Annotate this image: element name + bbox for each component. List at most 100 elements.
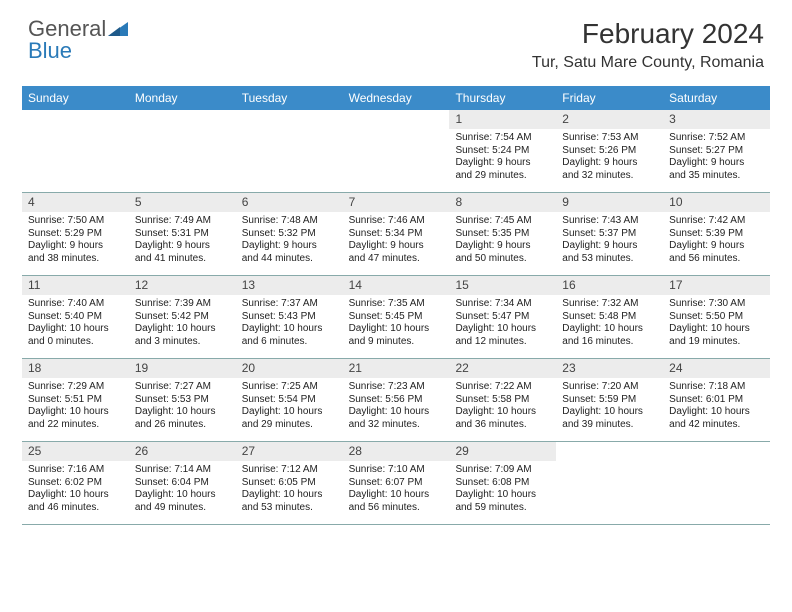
day-line: Daylight: 10 hours bbox=[669, 406, 764, 419]
day-cell bbox=[129, 110, 236, 192]
day-line: Sunset: 6:02 PM bbox=[28, 477, 123, 490]
day-number: 17 bbox=[663, 276, 770, 295]
day-line: Sunset: 5:42 PM bbox=[135, 311, 230, 324]
day-line: Sunset: 6:07 PM bbox=[349, 477, 444, 490]
day-line: Sunrise: 7:45 AM bbox=[455, 215, 550, 228]
day-header: Friday bbox=[556, 86, 663, 110]
day-line: Daylight: 9 hours bbox=[242, 240, 337, 253]
day-number: 1 bbox=[449, 110, 556, 129]
day-cell: 27Sunrise: 7:12 AMSunset: 6:05 PMDayligh… bbox=[236, 442, 343, 524]
day-line: Sunrise: 7:42 AM bbox=[669, 215, 764, 228]
day-line: Sunset: 5:35 PM bbox=[455, 228, 550, 241]
day-line: Daylight: 10 hours bbox=[455, 323, 550, 336]
day-number: 5 bbox=[129, 193, 236, 212]
day-number bbox=[129, 110, 236, 129]
day-body: Sunrise: 7:53 AMSunset: 5:26 PMDaylight:… bbox=[556, 129, 663, 186]
day-line: Daylight: 9 hours bbox=[349, 240, 444, 253]
day-line: Sunset: 6:01 PM bbox=[669, 394, 764, 407]
day-body: Sunrise: 7:25 AMSunset: 5:54 PMDaylight:… bbox=[236, 378, 343, 435]
day-line: Sunset: 5:24 PM bbox=[455, 145, 550, 158]
day-body: Sunrise: 7:46 AMSunset: 5:34 PMDaylight:… bbox=[343, 212, 450, 269]
day-line: Sunrise: 7:30 AM bbox=[669, 298, 764, 311]
day-body: Sunrise: 7:16 AMSunset: 6:02 PMDaylight:… bbox=[22, 461, 129, 518]
day-line: Sunset: 5:50 PM bbox=[669, 311, 764, 324]
day-body: Sunrise: 7:49 AMSunset: 5:31 PMDaylight:… bbox=[129, 212, 236, 269]
day-body: Sunrise: 7:40 AMSunset: 5:40 PMDaylight:… bbox=[22, 295, 129, 352]
day-number: 29 bbox=[449, 442, 556, 461]
day-body: Sunrise: 7:30 AMSunset: 5:50 PMDaylight:… bbox=[663, 295, 770, 352]
day-line: Sunset: 5:58 PM bbox=[455, 394, 550, 407]
day-cell: 6Sunrise: 7:48 AMSunset: 5:32 PMDaylight… bbox=[236, 193, 343, 275]
day-cell: 8 Sunrise: 7:45 AMSunset: 5:35 PMDaylight… bbox=[449, 193, 556, 275]
day-line: and 0 minutes. bbox=[28, 336, 123, 349]
day-line: and 12 minutes. bbox=[455, 336, 550, 349]
day-line: Daylight: 10 hours bbox=[349, 489, 444, 502]
day-line: Daylight: 9 hours bbox=[455, 240, 550, 253]
day-line: Daylight: 9 hours bbox=[28, 240, 123, 253]
day-number: 11 bbox=[22, 276, 129, 295]
day-line: and 46 minutes. bbox=[28, 502, 123, 515]
day-number: 26 bbox=[129, 442, 236, 461]
day-line: and 56 minutes. bbox=[669, 253, 764, 266]
day-line: Sunset: 5:27 PM bbox=[669, 145, 764, 158]
day-line: Sunrise: 7:37 AM bbox=[242, 298, 337, 311]
day-line: and 50 minutes. bbox=[455, 253, 550, 266]
day-cell: 23Sunrise: 7:20 AMSunset: 5:59 PMDayligh… bbox=[556, 359, 663, 441]
day-cell bbox=[22, 110, 129, 192]
day-line: and 22 minutes. bbox=[28, 419, 123, 432]
day-number: 9 bbox=[556, 193, 663, 212]
day-line: Daylight: 10 hours bbox=[242, 489, 337, 502]
day-line: Sunset: 5:53 PM bbox=[135, 394, 230, 407]
day-number bbox=[663, 442, 770, 461]
day-body: Sunrise: 7:27 AMSunset: 5:53 PMDaylight:… bbox=[129, 378, 236, 435]
day-cell: 10Sunrise: 7:42 AMSunset: 5:39 PMDayligh… bbox=[663, 193, 770, 275]
day-cell bbox=[556, 442, 663, 524]
day-line: Daylight: 10 hours bbox=[349, 406, 444, 419]
day-body: Sunrise: 7:37 AMSunset: 5:43 PMDaylight:… bbox=[236, 295, 343, 352]
day-cell: 29Sunrise: 7:09 AMSunset: 6:08 PMDayligh… bbox=[449, 442, 556, 524]
day-number: 8 bbox=[449, 193, 556, 212]
day-line: Sunset: 5:43 PM bbox=[242, 311, 337, 324]
day-line: and 16 minutes. bbox=[562, 336, 657, 349]
day-line: Daylight: 10 hours bbox=[28, 323, 123, 336]
day-line: Daylight: 9 hours bbox=[562, 157, 657, 170]
day-cell: 21Sunrise: 7:23 AMSunset: 5:56 PMDayligh… bbox=[343, 359, 450, 441]
logo-text: General Blue bbox=[28, 18, 128, 62]
day-line: Sunrise: 7:49 AM bbox=[135, 215, 230, 228]
day-line: and 44 minutes. bbox=[242, 253, 337, 266]
day-line: Sunrise: 7:25 AM bbox=[242, 381, 337, 394]
logo-triangle-icon bbox=[108, 18, 128, 40]
day-cell: 16Sunrise: 7:32 AMSunset: 5:48 PMDayligh… bbox=[556, 276, 663, 358]
day-body: Sunrise: 7:39 AMSunset: 5:42 PMDaylight:… bbox=[129, 295, 236, 352]
day-number: 28 bbox=[343, 442, 450, 461]
day-cell: 22Sunrise: 7:22 AMSunset: 5:58 PMDayligh… bbox=[449, 359, 556, 441]
day-cell: 26Sunrise: 7:14 AMSunset: 6:04 PMDayligh… bbox=[129, 442, 236, 524]
day-header: Monday bbox=[129, 86, 236, 110]
day-line: and 38 minutes. bbox=[28, 253, 123, 266]
day-line: and 49 minutes. bbox=[135, 502, 230, 515]
day-line: Daylight: 9 hours bbox=[669, 157, 764, 170]
logo: General Blue bbox=[28, 18, 128, 62]
day-body: Sunrise: 7:23 AMSunset: 5:56 PMDaylight:… bbox=[343, 378, 450, 435]
header: General Blue February 2024 Tur, Satu Mar… bbox=[0, 0, 792, 80]
day-line: Sunrise: 7:34 AM bbox=[455, 298, 550, 311]
day-cell: 13Sunrise: 7:37 AMSunset: 5:43 PMDayligh… bbox=[236, 276, 343, 358]
day-body: Sunrise: 7:32 AMSunset: 5:48 PMDaylight:… bbox=[556, 295, 663, 352]
week-row: 11Sunrise: 7:40 AMSunset: 5:40 PMDayligh… bbox=[22, 276, 770, 359]
day-line: and 26 minutes. bbox=[135, 419, 230, 432]
day-line: Daylight: 10 hours bbox=[28, 489, 123, 502]
day-body: Sunrise: 7:43 AMSunset: 5:37 PMDaylight:… bbox=[556, 212, 663, 269]
day-line: Sunset: 5:40 PM bbox=[28, 311, 123, 324]
day-line: and 53 minutes. bbox=[562, 253, 657, 266]
day-number: 10 bbox=[663, 193, 770, 212]
day-cell: 25Sunrise: 7:16 AMSunset: 6:02 PMDayligh… bbox=[22, 442, 129, 524]
day-cell bbox=[663, 442, 770, 524]
day-cell: 17Sunrise: 7:30 AMSunset: 5:50 PMDayligh… bbox=[663, 276, 770, 358]
day-line: Sunset: 5:47 PM bbox=[455, 311, 550, 324]
day-line: Daylight: 9 hours bbox=[669, 240, 764, 253]
calendar: Sunday Monday Tuesday Wednesday Thursday… bbox=[22, 86, 770, 525]
day-line: Sunrise: 7:40 AM bbox=[28, 298, 123, 311]
day-body: Sunrise: 7:22 AMSunset: 5:58 PMDaylight:… bbox=[449, 378, 556, 435]
logo-word2: Blue bbox=[28, 38, 72, 63]
day-body: Sunrise: 7:52 AMSunset: 5:27 PMDaylight:… bbox=[663, 129, 770, 186]
